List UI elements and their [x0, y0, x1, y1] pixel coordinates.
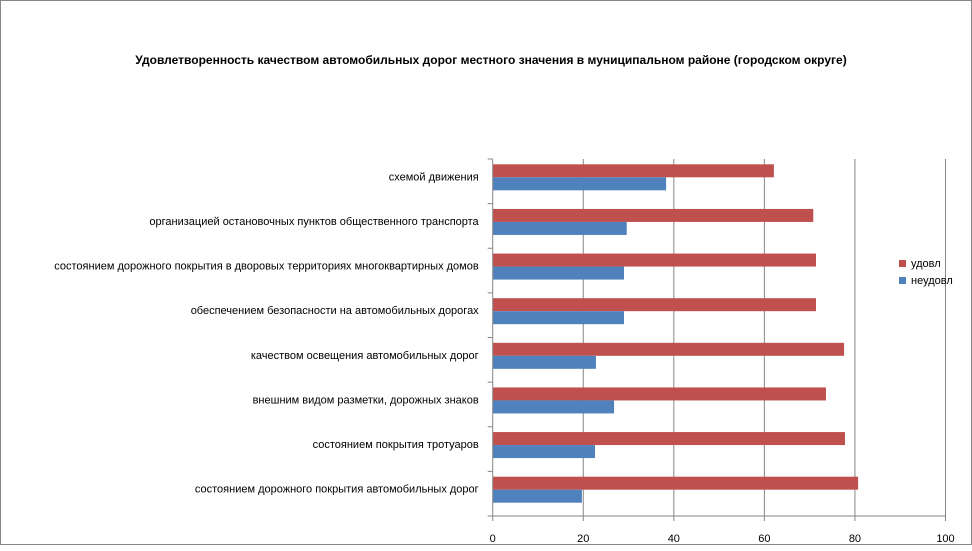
x-tick-label: 60	[758, 533, 770, 545]
bar-unsatisfied	[492, 177, 667, 191]
bar-unsatisfied	[492, 489, 582, 503]
legend-swatch	[899, 260, 906, 267]
legend-label: неудовл	[911, 275, 953, 287]
category-label: состоянием покрытия тротуаров	[313, 439, 479, 451]
x-tick-label: 0	[490, 533, 496, 545]
bar-satisfied	[492, 164, 774, 178]
bar-satisfied	[492, 253, 816, 267]
category-label: состоянием дорожного покрытия в дворовых…	[54, 261, 479, 273]
bar-unsatisfied	[492, 355, 596, 369]
bar-unsatisfied	[492, 445, 596, 459]
x-tick-label: 20	[577, 533, 589, 545]
bar-satisfied	[492, 298, 816, 312]
bar-satisfied	[492, 387, 826, 401]
x-tick-label: 100	[936, 533, 954, 545]
category-label: схемой движения	[389, 171, 479, 183]
bar-unsatisfied	[492, 266, 625, 280]
category-label: внешним видом разметки, дорожных знаков	[253, 394, 479, 406]
bar-unsatisfied	[492, 311, 625, 325]
legend-swatch	[899, 277, 906, 284]
category-label: качеством освещения автомобильных дорог	[251, 350, 479, 362]
bar-unsatisfied	[492, 221, 627, 235]
category-label: обеспечением безопасности на автомобильн…	[191, 305, 479, 317]
x-tick-label: 80	[849, 533, 861, 545]
category-label: состоянием дорожного покрытия автомобиль…	[195, 484, 479, 496]
bar-unsatisfied	[492, 400, 615, 414]
bar-satisfied	[492, 342, 845, 356]
bar-satisfied	[492, 432, 845, 446]
chart-title: Удовлетворенность качеством автомобильны…	[135, 53, 846, 67]
x-tick-label: 40	[668, 533, 680, 545]
bar-satisfied	[492, 476, 859, 490]
category-label: организацией остановочных пунктов общест…	[149, 216, 479, 228]
legend-label: удовл	[911, 258, 941, 270]
bar-satisfied	[492, 208, 814, 222]
